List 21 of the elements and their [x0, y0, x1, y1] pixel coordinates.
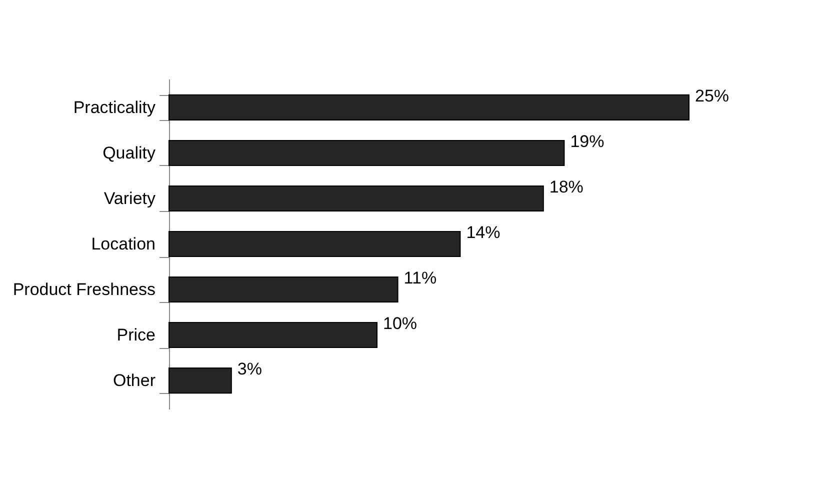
bar	[168, 94, 690, 120]
y-tick-label: Price	[116, 326, 156, 345]
y-tick-label: Variety	[104, 188, 156, 208]
y-tick-label: Practicality	[73, 98, 156, 117]
y-tick-label: Product Freshness	[12, 280, 156, 300]
data-label: 25%	[695, 86, 730, 106]
data-label: 3%	[237, 360, 262, 379]
bar	[168, 276, 398, 303]
bar	[168, 322, 378, 348]
data-label: 14%	[466, 223, 500, 242]
bar	[168, 140, 565, 166]
y-tick-label: Quality	[102, 143, 156, 162]
y-tick-label: Other	[112, 371, 156, 390]
bar	[168, 368, 232, 394]
y-tick-label: Location	[91, 234, 156, 254]
data-label: 18%	[549, 177, 584, 196]
data-label: 19%	[570, 132, 604, 151]
bar	[168, 230, 461, 258]
data-label: 11%	[404, 268, 437, 288]
bar	[168, 185, 544, 212]
data-label: 10%	[383, 314, 418, 334]
